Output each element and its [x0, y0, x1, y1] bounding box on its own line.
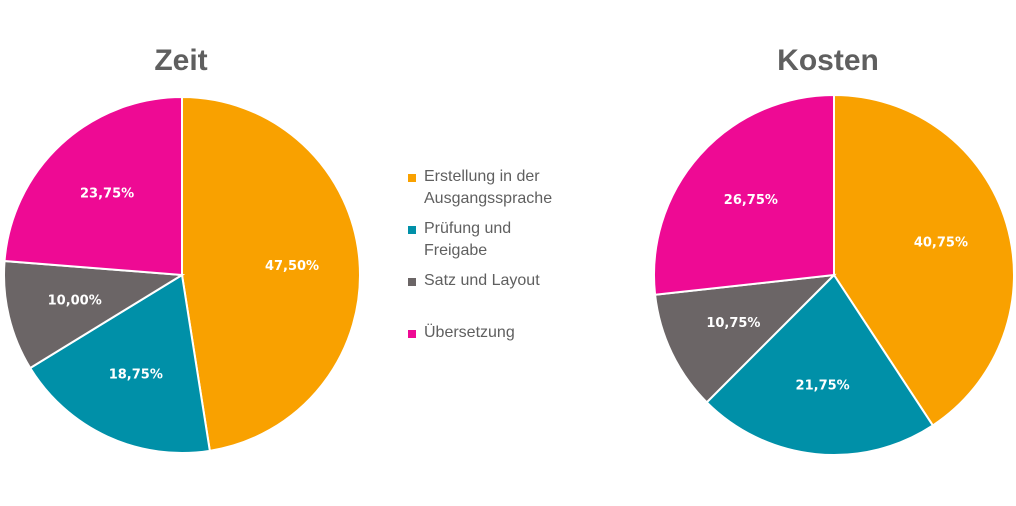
chart-title-zeit: Zeit — [154, 44, 208, 77]
pie-zeit-slice-erstellung — [181, 95, 361, 452]
pie-kosten-slice-uebersetzung — [653, 93, 835, 296]
legend-swatch-pruefung — [408, 226, 416, 234]
legend: Erstellung in der Ausgangssprache Prüfun… — [408, 166, 608, 344]
legend-swatch-uebersetzung — [408, 330, 416, 338]
pie-kosten-label-satz: 10,75% — [706, 316, 760, 331]
pie-kosten-slice-pruefung — [705, 273, 935, 456]
pie-kosten-label-uebersetzung: 26,75% — [724, 193, 778, 208]
legend-item-erstellung: Erstellung in der Ausgangssprache — [408, 166, 594, 210]
legend-label-erstellung-line1: Erstellung in der — [424, 168, 540, 185]
legend-item-satz: Satz und Layout — [408, 270, 594, 292]
legend-label-pruefung-line1: Prüfung und — [424, 220, 512, 237]
pie-zeit-slice-pruefung — [28, 273, 211, 454]
legend-label-uebersetzung: Übersetzung — [424, 324, 515, 341]
pie-zeit: 47,50% 18,75% 10,00% 23,75% — [3, 95, 361, 454]
pie-zeit-label-satz: 10,00% — [48, 293, 102, 308]
legend-label-pruefung-line2: Freigabe — [424, 242, 488, 259]
legend-swatch-erstellung — [408, 174, 416, 182]
pie-zeit-label-erstellung: 47,50% — [265, 259, 319, 274]
legend-item-pruefung: Prüfung und Freigabe — [408, 218, 594, 262]
pie-kosten-label-pruefung: 21,75% — [796, 379, 850, 394]
pie-zeit-slice-uebersetzung — [3, 95, 183, 277]
pie-kosten: 40,75% 21,75% 10,75% 26,75% — [653, 93, 1015, 456]
legend-swatch-satz — [408, 278, 416, 286]
pie-kosten-label-erstellung: 40,75% — [914, 236, 968, 251]
legend-label-satz: Satz und Layout — [424, 272, 540, 289]
chart-title-kosten: Kosten — [777, 44, 879, 77]
pie-zeit-label-uebersetzung: 23,75% — [80, 186, 134, 201]
pie-kosten-slice-satz — [653, 273, 837, 404]
legend-label-erstellung-line2: Ausgangssprache — [424, 190, 553, 207]
pie-zeit-slice-satz — [3, 259, 186, 370]
pie-zeit-label-pruefung: 18,75% — [109, 368, 163, 383]
legend-item-uebersetzung: Übersetzung — [408, 322, 594, 344]
